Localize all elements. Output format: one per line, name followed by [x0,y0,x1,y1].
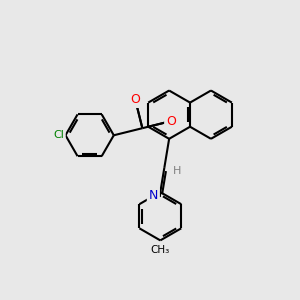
Text: O: O [130,93,140,106]
Text: CH₃: CH₃ [151,245,170,255]
Text: O: O [166,115,176,128]
Text: N: N [149,189,158,202]
Text: Cl: Cl [53,130,64,140]
Text: H: H [173,166,182,176]
